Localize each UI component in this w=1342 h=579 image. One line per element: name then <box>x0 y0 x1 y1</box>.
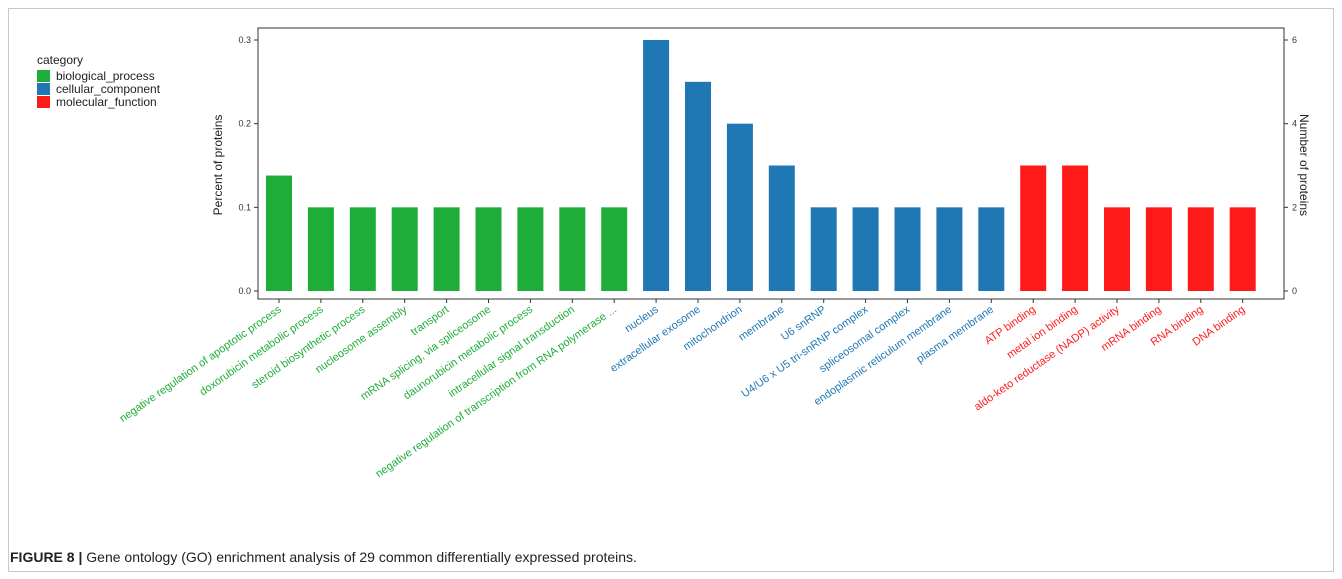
legend-label: biological_process <box>56 69 155 83</box>
x-tick-label: nucleus <box>623 303 661 335</box>
legend-swatch <box>37 83 50 95</box>
bar <box>978 207 1005 291</box>
y-tick-label: 0.2 <box>238 119 251 129</box>
bar <box>1062 165 1089 291</box>
bar <box>1145 207 1172 291</box>
figure-frame <box>8 8 1334 572</box>
bar <box>1229 207 1256 291</box>
bar <box>349 207 376 291</box>
x-tick-label: membrane <box>737 304 787 344</box>
x-tick-label: plasma membrane <box>915 304 997 366</box>
y2-axis-title: Number of proteins <box>1297 114 1311 216</box>
bar <box>768 165 795 291</box>
bar <box>475 207 502 291</box>
y2-tick-label: 4 <box>1292 119 1297 129</box>
bar <box>936 207 963 291</box>
legend-swatch <box>37 96 50 108</box>
legend-swatch <box>37 70 50 82</box>
y2-tick-label: 6 <box>1292 35 1297 45</box>
bar <box>1020 165 1047 291</box>
bar <box>391 207 418 291</box>
bar <box>810 207 837 291</box>
y2-tick-label: 0 <box>1292 286 1297 296</box>
y-tick-label: 0.3 <box>238 35 251 45</box>
caption-text: Gene ontology (GO) enrichment analysis o… <box>82 549 637 565</box>
figure-caption: FIGURE 8 | Gene ontology (GO) enrichment… <box>10 549 637 565</box>
y-tick-label: 0.1 <box>238 202 251 212</box>
bar <box>685 81 711 291</box>
legend-title: category <box>37 53 83 67</box>
bar <box>266 175 292 291</box>
bar <box>726 123 753 292</box>
bar <box>601 207 628 291</box>
bar <box>643 40 670 291</box>
x-tick-label: aldo-keto reductase (NADP) activity <box>972 303 1122 413</box>
y-axis-title: Percent of proteins <box>211 115 225 216</box>
bar <box>307 207 334 291</box>
bar <box>433 207 460 291</box>
bar <box>559 207 586 291</box>
legend-label: cellular_component <box>56 82 161 96</box>
bar <box>1104 207 1130 291</box>
x-tick-label: metal ion binding <box>1005 304 1080 362</box>
x-tick-label: negative regulation of apoptotic process <box>118 303 285 425</box>
legend-label: molecular_function <box>56 95 157 109</box>
y2-tick-label: 2 <box>1292 202 1297 212</box>
caption-label: FIGURE 8 | <box>10 549 83 565</box>
bar <box>852 207 879 291</box>
bar <box>517 207 544 291</box>
plot-panel <box>257 27 1285 300</box>
bar <box>894 207 921 291</box>
bar <box>1187 207 1214 291</box>
y-tick-label: 0.0 <box>238 286 251 296</box>
